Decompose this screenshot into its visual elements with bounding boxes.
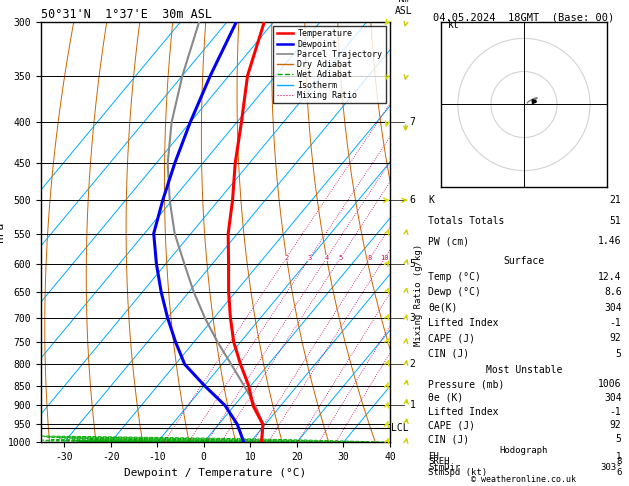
Text: 1: 1 xyxy=(616,452,621,461)
Text: 3: 3 xyxy=(410,312,416,323)
Text: CIN (J): CIN (J) xyxy=(428,349,470,359)
Text: Dewp (°C): Dewp (°C) xyxy=(428,287,481,297)
Text: 4: 4 xyxy=(325,255,329,261)
Legend: Temperature, Dewpoint, Parcel Trajectory, Dry Adiabat, Wet Adiabat, Isotherm, Mi: Temperature, Dewpoint, Parcel Trajectory… xyxy=(274,26,386,103)
Text: 8: 8 xyxy=(616,457,621,466)
Text: 12.4: 12.4 xyxy=(598,272,621,282)
Text: 8: 8 xyxy=(368,255,372,261)
Text: CAPE (J): CAPE (J) xyxy=(428,333,476,344)
Text: StmSpd (kt): StmSpd (kt) xyxy=(428,468,487,477)
Text: 1.46: 1.46 xyxy=(598,236,621,246)
Text: 1006: 1006 xyxy=(598,379,621,389)
Text: 7: 7 xyxy=(410,117,416,127)
Text: PW (cm): PW (cm) xyxy=(428,236,470,246)
Text: 303°: 303° xyxy=(600,463,621,471)
Text: 5: 5 xyxy=(410,259,416,269)
Text: -1: -1 xyxy=(610,407,621,417)
Text: Totals Totals: Totals Totals xyxy=(428,216,505,226)
Text: 304: 304 xyxy=(604,393,621,403)
Text: Lifted Index: Lifted Index xyxy=(428,407,499,417)
Text: Pressure (mb): Pressure (mb) xyxy=(428,379,505,389)
Text: LCL: LCL xyxy=(391,423,409,433)
Text: 1: 1 xyxy=(410,400,416,411)
Text: Lifted Index: Lifted Index xyxy=(428,318,499,328)
Text: 304: 304 xyxy=(604,303,621,312)
Text: kt: kt xyxy=(448,20,460,31)
Text: θe (K): θe (K) xyxy=(428,393,464,403)
Text: 04.05.2024  18GMT  (Base: 00): 04.05.2024 18GMT (Base: 00) xyxy=(433,12,615,22)
Text: CAPE (J): CAPE (J) xyxy=(428,420,476,431)
Text: Temp (°C): Temp (°C) xyxy=(428,272,481,282)
Text: 8.6: 8.6 xyxy=(604,287,621,297)
Text: K: K xyxy=(428,195,435,205)
Text: 21: 21 xyxy=(610,195,621,205)
Text: 5: 5 xyxy=(616,349,621,359)
Text: EH: EH xyxy=(428,452,439,461)
Text: 6: 6 xyxy=(616,468,621,477)
Text: StmDir: StmDir xyxy=(428,463,460,471)
Text: 5: 5 xyxy=(338,255,342,261)
Text: © weatheronline.co.uk: © weatheronline.co.uk xyxy=(472,474,576,484)
Text: 51: 51 xyxy=(610,216,621,226)
Text: km
ASL: km ASL xyxy=(395,0,413,16)
Text: -1: -1 xyxy=(610,318,621,328)
Text: SREH: SREH xyxy=(428,457,450,466)
Text: Hodograph: Hodograph xyxy=(500,446,548,455)
Text: 92: 92 xyxy=(610,333,621,344)
Text: 50°31'N  1°37'E  30m ASL: 50°31'N 1°37'E 30m ASL xyxy=(41,8,212,21)
Text: CIN (J): CIN (J) xyxy=(428,434,470,444)
Text: 5: 5 xyxy=(616,434,621,444)
Text: 92: 92 xyxy=(610,420,621,431)
Text: Surface: Surface xyxy=(503,257,545,266)
Text: θe(K): θe(K) xyxy=(428,303,458,312)
Text: 6: 6 xyxy=(410,195,416,205)
Text: 10: 10 xyxy=(381,255,389,261)
Text: 3: 3 xyxy=(308,255,311,261)
Text: 2: 2 xyxy=(410,359,416,369)
Text: Mixing Ratio (g/kg): Mixing Ratio (g/kg) xyxy=(414,244,423,346)
Y-axis label: hPa: hPa xyxy=(0,222,5,242)
X-axis label: Dewpoint / Temperature (°C): Dewpoint / Temperature (°C) xyxy=(125,468,306,478)
Text: 2: 2 xyxy=(284,255,288,261)
Text: Most Unstable: Most Unstable xyxy=(486,365,562,375)
